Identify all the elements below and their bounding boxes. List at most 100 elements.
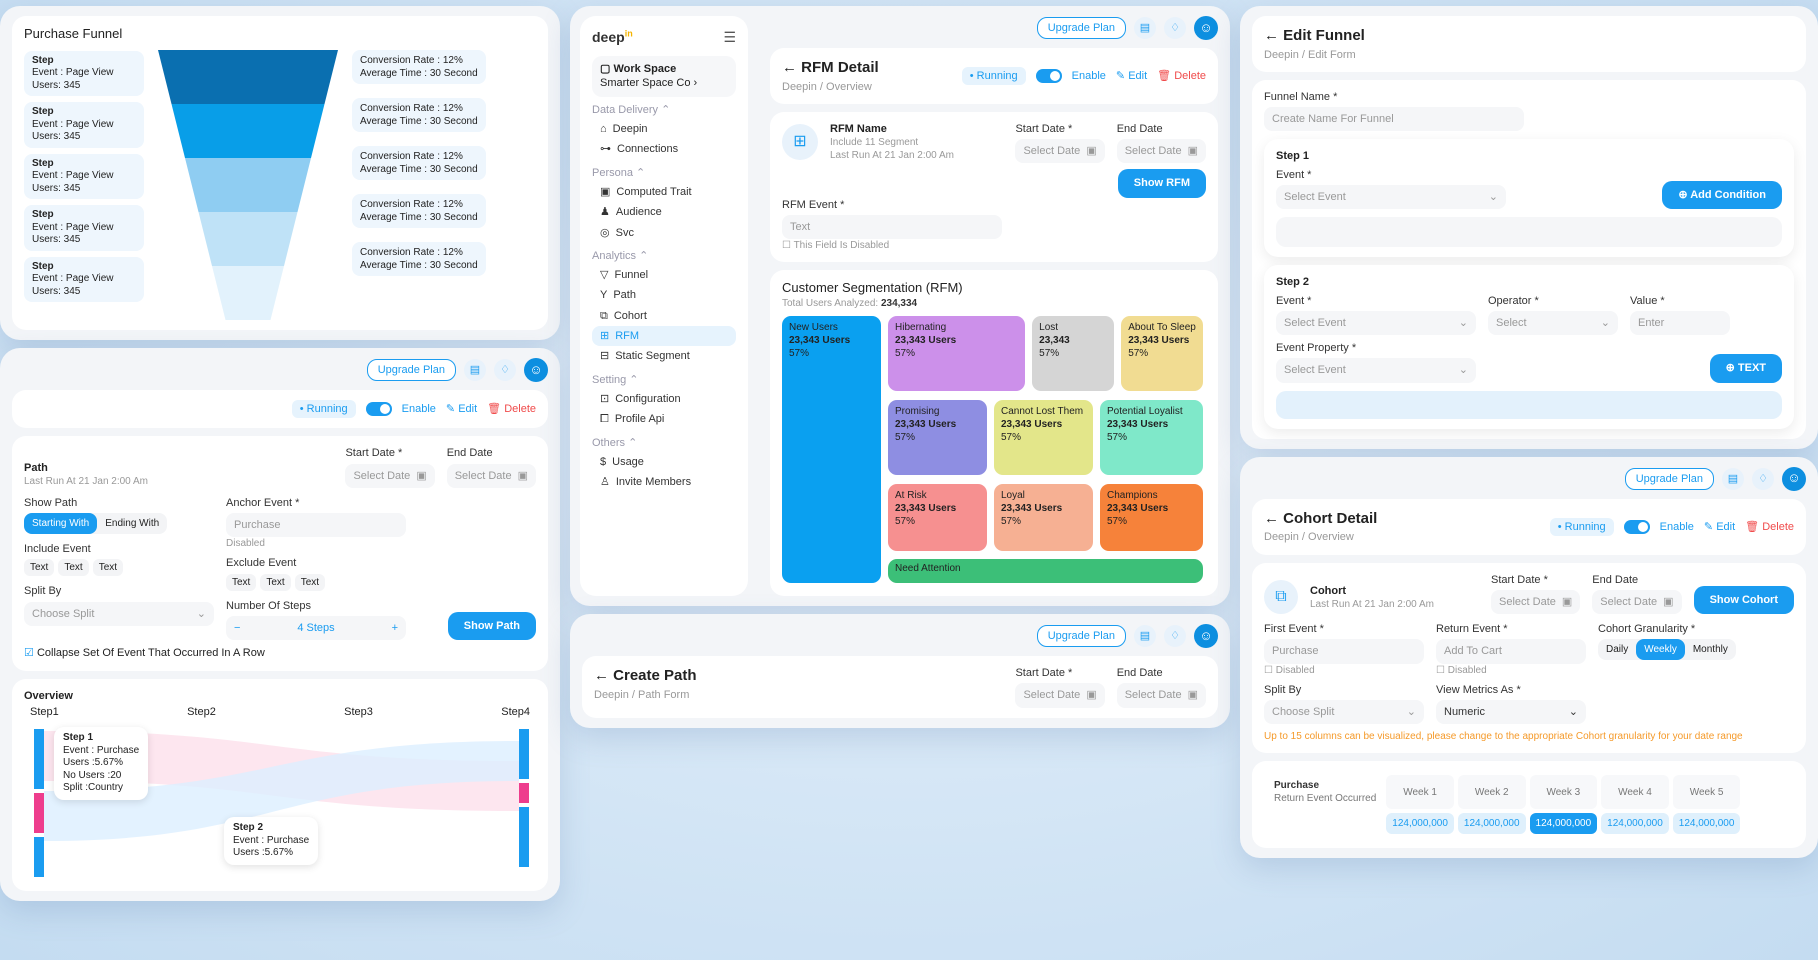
include-event-tags[interactable]: Text Text Text [24, 559, 214, 577]
overview-tab[interactable]: Overview [24, 689, 73, 702]
step2-event-select[interactable]: Select Event ⌄ [1276, 310, 1476, 336]
sidebar-item-cohort[interactable]: ⧉ Cohort [592, 306, 736, 326]
sidebar-item-configuration[interactable]: ⊡ Configuration [592, 389, 736, 409]
delete-button[interactable]: 🗑 Delete [1745, 520, 1794, 533]
treemap-tile-hibernating[interactable]: Hibernating 23,343 Users 57% [888, 316, 1025, 392]
sidebar-item-connections[interactable]: ⊶ Connections [592, 139, 736, 159]
granularity-option[interactable]: Weekly [1636, 639, 1685, 661]
end-date-input[interactable]: Select Date ▣ [1116, 683, 1206, 708]
path-direction-toggle[interactable]: Starting With Ending With [24, 513, 168, 535]
avatar[interactable]: ☺ [1194, 16, 1218, 40]
step1-event-select[interactable]: Select Event ⌄ [1276, 184, 1506, 210]
plus-icon[interactable]: + [391, 622, 398, 635]
bell-icon[interactable]: ♢ [1164, 17, 1186, 39]
start-date-input[interactable]: Select Date ▣ [1015, 139, 1105, 164]
end-date-input[interactable]: Select Date ▣ [1116, 139, 1206, 164]
view-metrics-select[interactable]: Numeric ⌄ [1436, 700, 1586, 725]
start-date-input[interactable]: Select Date ▣ [1491, 589, 1581, 615]
sidebar-item-usage[interactable]: $ Usage [592, 452, 736, 472]
operator-select[interactable]: Select ⌄ [1488, 310, 1618, 336]
funnel-name-input[interactable]: Create Name For Funnel [1264, 107, 1524, 132]
value-input[interactable]: Enter [1630, 310, 1730, 336]
enable-toggle[interactable] [1035, 68, 1062, 83]
text-button[interactable]: ⊕ TEXT [1709, 354, 1782, 383]
avatar[interactable]: ☺ [524, 358, 548, 382]
anchor-event-input[interactable]: Purchase [226, 513, 406, 538]
steps-stepper[interactable]: − 4 Steps + [226, 616, 406, 641]
collapse-checkbox[interactable]: ☑ [24, 647, 34, 660]
event-tag[interactable]: Text [226, 573, 257, 591]
start-date-input[interactable]: Select Date ▣ [1015, 683, 1105, 708]
add-condition-button[interactable]: ⊕ Add Condition [1662, 180, 1782, 210]
sidebar-item-path[interactable]: Y Path [592, 285, 736, 305]
book-icon[interactable]: ▤ [1722, 467, 1744, 490]
back-button[interactable]: ← [1264, 509, 1279, 527]
granularity-option[interactable]: Daily [1606, 644, 1629, 656]
upgrade-plan-button[interactable]: Upgrade Plan [366, 358, 456, 382]
edit-button[interactable]: ✎ Edit [1703, 520, 1736, 533]
breadcrumb-root[interactable]: Deepin [1264, 48, 1299, 61]
book-icon[interactable]: ▤ [1134, 17, 1156, 39]
sidebar-item-rfm[interactable]: ⊞ RFM [592, 326, 736, 347]
sidebar-section-persona[interactable]: Persona ⌃ [592, 166, 646, 179]
sidebar-section-data-delivery[interactable]: Data Delivery ⌃ [592, 103, 671, 116]
treemap-tile-at-risk[interactable]: At Risk 23,343 Users 57% [888, 483, 987, 551]
edit-button[interactable]: ✎ Edit [445, 403, 478, 415]
event-tag[interactable]: Text [24, 559, 55, 577]
treemap-tile-new-users[interactable]: New Users 23,343 Users 57% [782, 316, 881, 584]
event-property-select[interactable]: Select Event ⌄ [1276, 358, 1476, 383]
event-tag[interactable]: Text [92, 559, 124, 577]
show-rfm-button[interactable]: Show RFM [1117, 169, 1206, 198]
treemap-tile-promising[interactable]: Promising 23,343 Users 57% [888, 399, 987, 476]
breadcrumb-root[interactable]: Deepin [782, 80, 817, 93]
show-path-button[interactable]: Show Path [447, 612, 536, 641]
book-icon[interactable]: ▤ [1134, 625, 1156, 648]
bell-icon[interactable]: ♢ [494, 359, 516, 381]
delete-button[interactable]: 🗑 Delete [487, 403, 536, 415]
treemap-tile-lost[interactable]: Lost 23,343 57% [1032, 316, 1114, 392]
starting-with-option[interactable]: Starting With [24, 513, 98, 535]
minus-icon[interactable]: − [234, 622, 241, 635]
breadcrumb-root[interactable]: Deepin [1264, 531, 1299, 544]
sidebar-item-profile-api[interactable]: ⧠ Profile Api [592, 409, 736, 429]
end-date-input[interactable]: Select Date ▣ [1592, 589, 1682, 615]
upgrade-plan-button[interactable]: Upgrade Plan [1036, 625, 1126, 648]
workspace-switcher[interactable]: ▢ Work Space Smarter Space Co › [592, 56, 736, 97]
sidebar-section-analytics[interactable]: Analytics ⌃ [592, 249, 649, 262]
treemap-tile-loyal[interactable]: Loyal 23,343 Users 57% [994, 483, 1093, 551]
treemap-tile-champions[interactable]: Champions 23,343 Users 57% [1100, 483, 1203, 551]
ending-with-option[interactable]: Ending With [105, 518, 160, 530]
sidebar-section-others[interactable]: Others ⌃ [592, 436, 638, 449]
enable-toggle[interactable] [1623, 519, 1650, 534]
end-date-input[interactable]: Select Date ▣ [446, 463, 536, 488]
back-button[interactable]: ← [782, 59, 797, 76]
exclude-event-tags[interactable]: Text Text Text [226, 573, 406, 591]
event-tag[interactable]: Text [294, 573, 326, 591]
show-cohort-button[interactable]: Show Cohort [1693, 585, 1794, 615]
granularity-option[interactable]: Monthly [1692, 644, 1728, 656]
upgrade-plan-button[interactable]: Upgrade Plan [1624, 467, 1714, 490]
sidebar-section-setting[interactable]: Setting ⌃ [592, 373, 639, 386]
enable-toggle[interactable] [365, 402, 392, 417]
sidebar-item-svc[interactable]: ◎ Svc [592, 223, 736, 243]
book-icon[interactable]: ▤ [464, 359, 486, 381]
sidebar-item-invite-members[interactable]: ♙ Invite Members [592, 472, 736, 492]
split-by-select[interactable]: Choose Split ⌄ [1264, 700, 1424, 725]
split-by-select[interactable]: Choose Split ⌄ [24, 601, 214, 627]
start-date-input[interactable]: Select Date ▣ [345, 463, 435, 488]
event-tag[interactable]: Text [260, 573, 291, 591]
back-button[interactable]: ← [1264, 27, 1279, 44]
breadcrumb-root[interactable]: Deepin [594, 688, 629, 701]
avatar[interactable]: ☺ [1782, 466, 1806, 491]
treemap-tile-need-attention[interactable]: Need Attention [888, 559, 1203, 584]
back-button[interactable]: ← [594, 667, 609, 685]
sidebar-item-computed-trait[interactable]: ▣ Computed Trait [592, 182, 736, 202]
event-tag[interactable]: Text [58, 559, 89, 577]
treemap-tile-potential-loyalist[interactable]: Potential Loyalist 23,343 Users 57% [1100, 399, 1203, 476]
sidebar-item-static-segment[interactable]: ⊟ Static Segment [592, 346, 736, 366]
edit-button[interactable]: ✎ Edit [1115, 69, 1148, 82]
treemap-tile-cannot-lost-them[interactable]: Cannot Lost Them 23,343 Users 57% [994, 399, 1093, 476]
treemap-tile-about-to-sleep[interactable]: About To Sleep 23,343 Users 57% [1121, 316, 1203, 392]
bell-icon[interactable]: ♢ [1164, 625, 1186, 648]
granularity-toggle[interactable]: Daily Weekly Monthly [1598, 639, 1736, 661]
